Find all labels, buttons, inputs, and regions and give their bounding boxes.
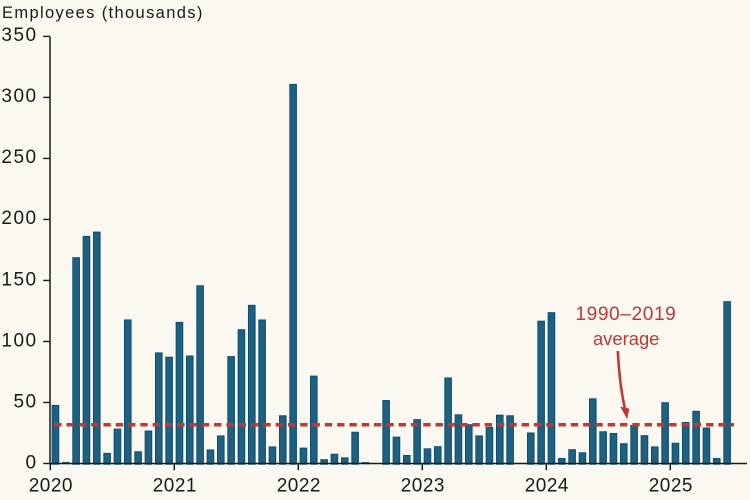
svg-text:300: 300	[1, 86, 37, 107]
svg-text:2020: 2020	[29, 476, 73, 497]
svg-text:average: average	[593, 328, 659, 349]
svg-text:50: 50	[13, 391, 37, 412]
svg-text:2025: 2025	[649, 476, 693, 497]
svg-text:2023: 2023	[401, 476, 445, 497]
svg-text:250: 250	[1, 147, 37, 168]
svg-text:2021: 2021	[153, 476, 197, 497]
svg-text:150: 150	[1, 269, 37, 290]
svg-text:0: 0	[26, 452, 38, 473]
svg-text:100: 100	[1, 330, 37, 351]
svg-text:2024: 2024	[525, 476, 569, 497]
svg-text:1990–2019: 1990–2019	[575, 304, 676, 325]
svg-text:350: 350	[1, 25, 37, 46]
svg-text:Employees (thousands): Employees (thousands)	[2, 4, 204, 22]
svg-text:2022: 2022	[277, 476, 321, 497]
svg-text:200: 200	[1, 208, 37, 229]
